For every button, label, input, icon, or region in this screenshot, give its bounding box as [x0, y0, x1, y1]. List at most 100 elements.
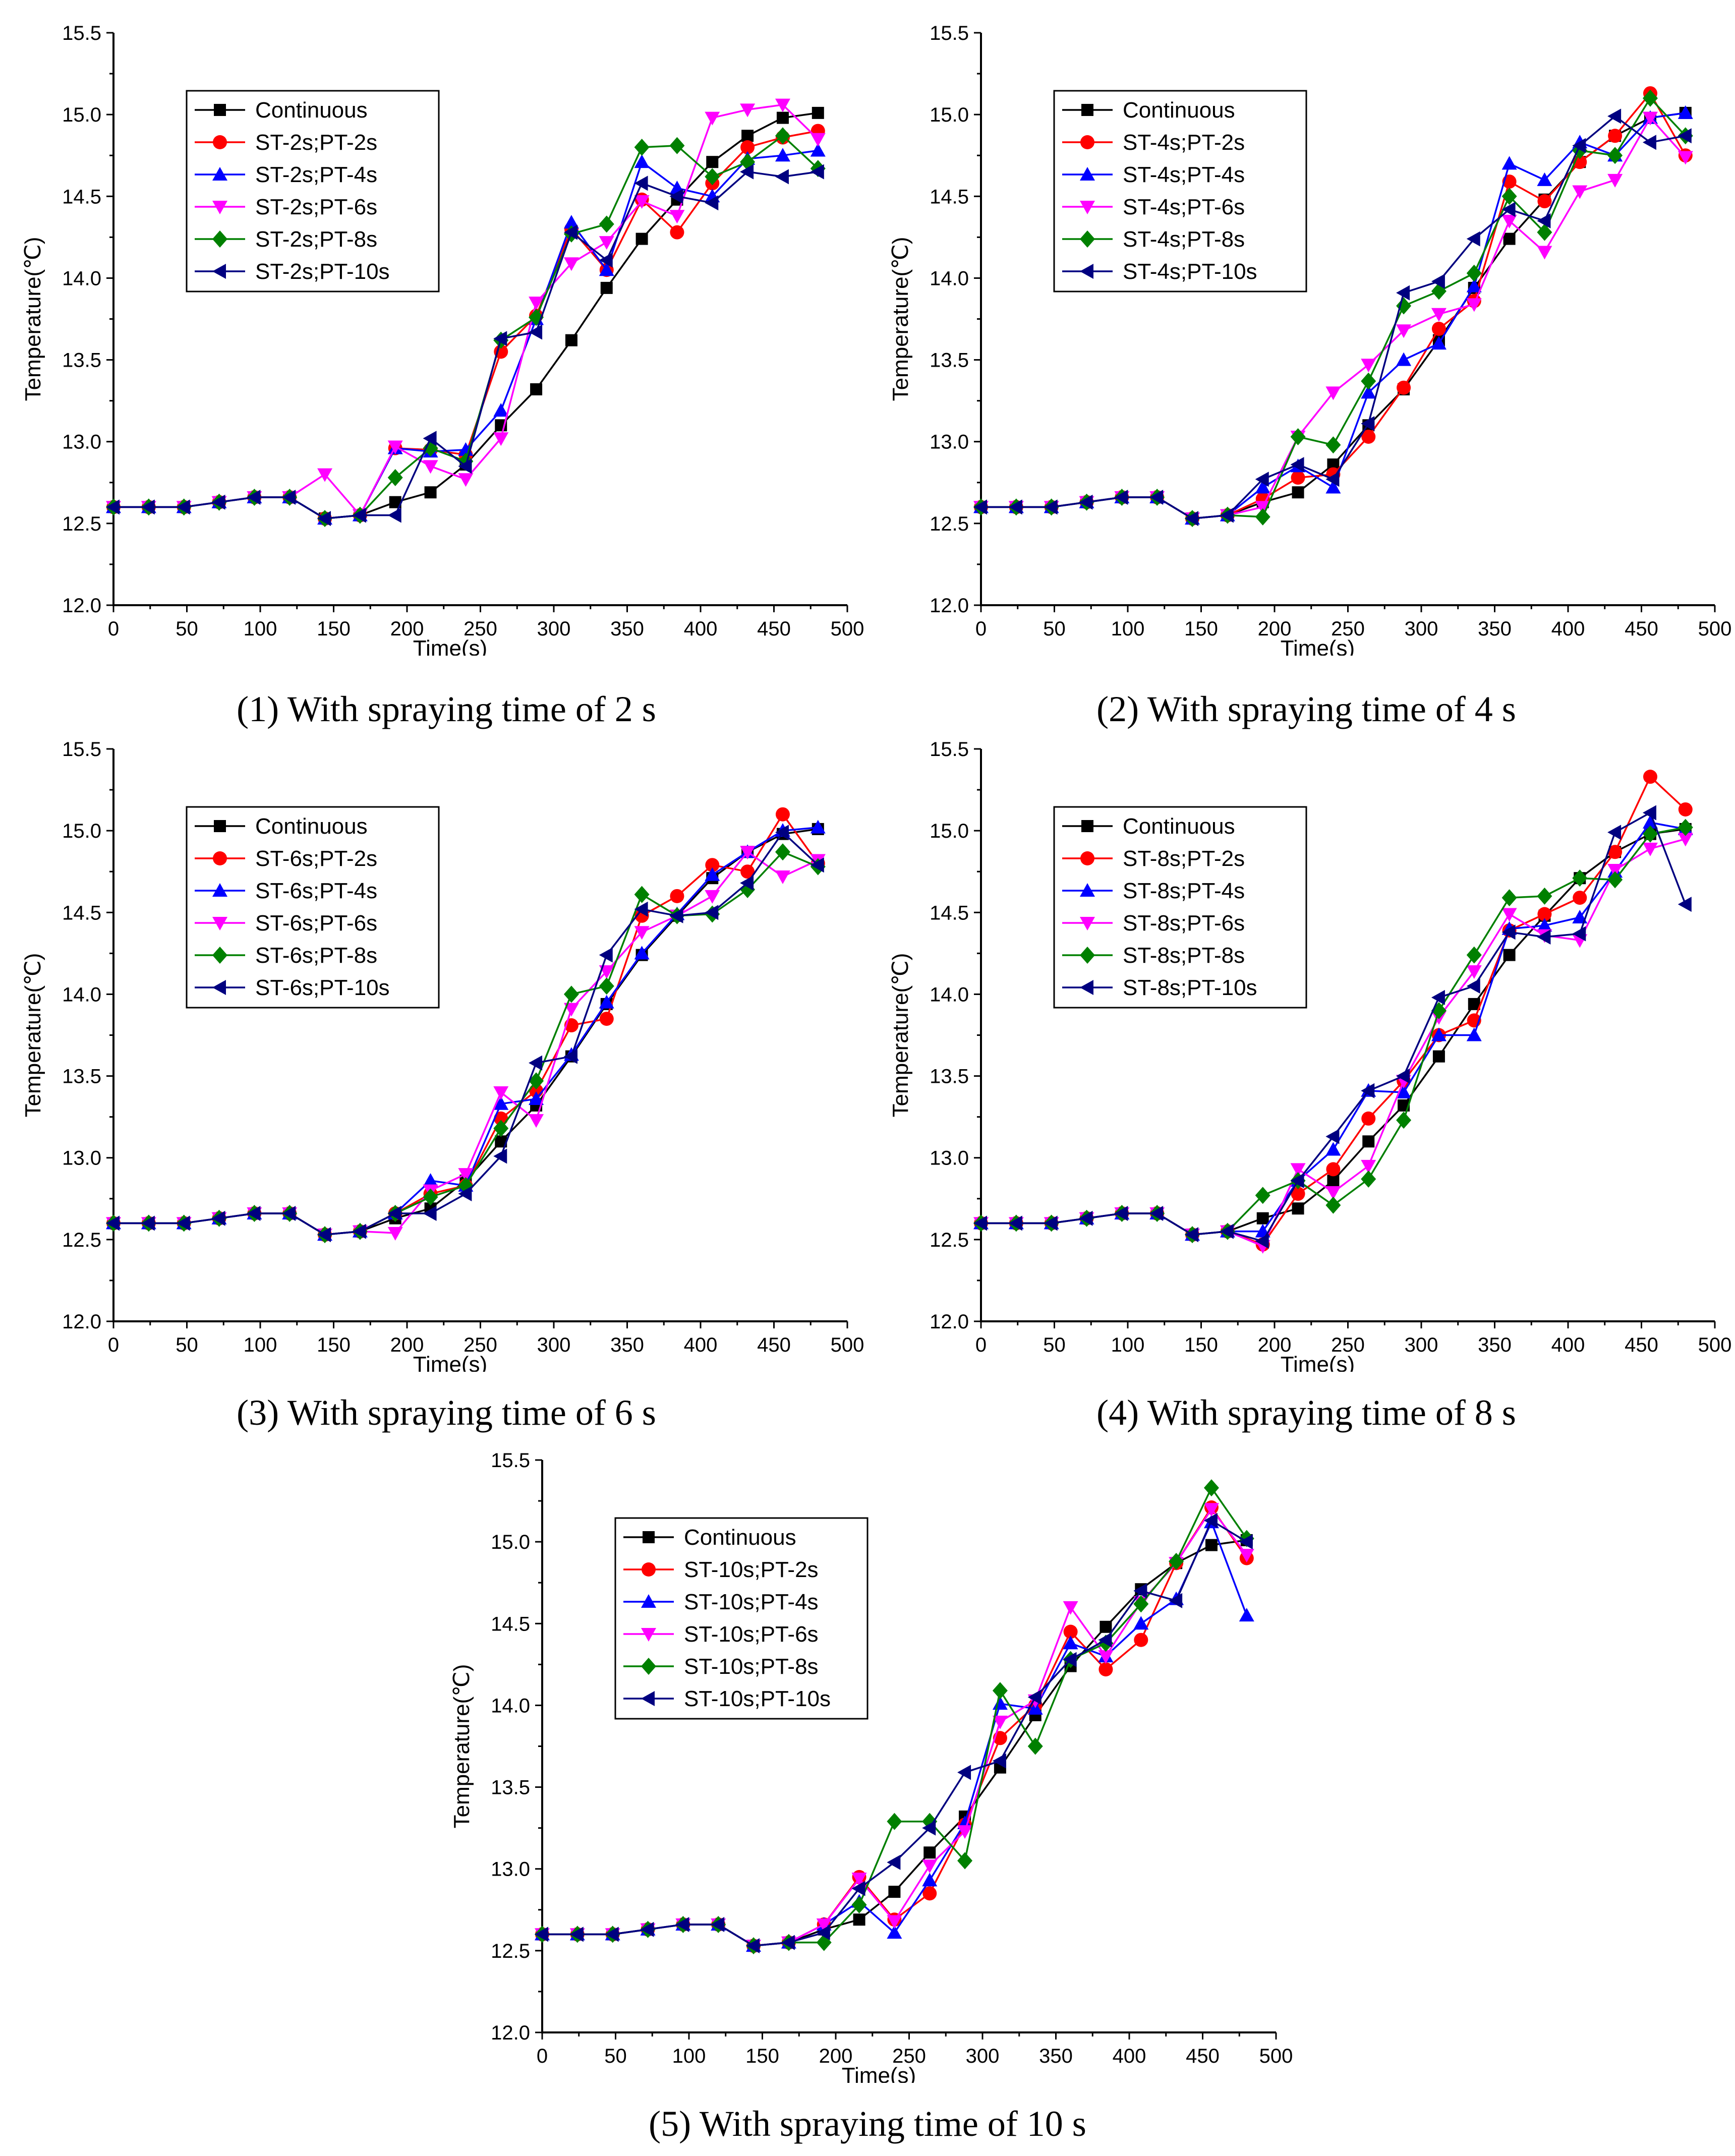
- legend-item: ST-10s;PT-10s: [623, 1686, 831, 1711]
- legend-item: ST-2s;PT-10s: [195, 259, 390, 284]
- data-point: [1185, 511, 1199, 527]
- data-point: [816, 1918, 832, 1932]
- data-point: [141, 499, 155, 515]
- legend-marker: [1081, 820, 1093, 832]
- data-point: [1063, 1601, 1078, 1615]
- data-point: [1220, 507, 1234, 523]
- data-point: [1290, 1163, 1306, 1177]
- data-point: [1643, 770, 1657, 784]
- data-point: [423, 460, 438, 474]
- legend-marker: [1080, 917, 1095, 930]
- data-point: [1255, 501, 1270, 515]
- legend-label: Continuous: [684, 1525, 796, 1550]
- data-point: [1361, 1111, 1376, 1126]
- data-point: [669, 210, 685, 224]
- x-tick-label: 400: [1551, 1334, 1585, 1356]
- y-tick-label: 14.0: [930, 267, 969, 289]
- legend-item: ST-10s;PT-6s: [623, 1622, 819, 1647]
- data-point: [423, 1173, 438, 1187]
- x-tick-label: 100: [672, 2045, 706, 2067]
- x-tick-label: 150: [317, 1334, 351, 1356]
- data-point: [740, 875, 754, 891]
- data-point: [1292, 1202, 1304, 1215]
- y-axis-label: Temperature(℃): [888, 237, 913, 401]
- data-point: [705, 858, 720, 872]
- x-tick-label: 200: [390, 1334, 424, 1356]
- data-point: [740, 140, 755, 154]
- data-point: [1537, 246, 1552, 260]
- data-point: [1361, 429, 1376, 444]
- data-point: [992, 1682, 1008, 1700]
- data-point: [775, 807, 790, 822]
- data-point: [1466, 298, 1482, 312]
- data-point: [1573, 891, 1587, 905]
- data-point: [851, 1896, 867, 1914]
- data-point: [176, 1215, 190, 1231]
- x-tick-label: 250: [464, 618, 497, 640]
- data-point: [529, 1072, 544, 1090]
- data-point: [670, 889, 684, 903]
- data-point: [493, 1096, 509, 1110]
- legend-marker: [641, 1628, 656, 1642]
- legend-item: ST-4s;PT-8s: [1062, 227, 1245, 252]
- data-point: [1466, 978, 1480, 994]
- data-point: [1537, 929, 1551, 945]
- y-tick-label: 15.5: [491, 1449, 530, 1472]
- legend-item: ST-6s;PT-2s: [195, 846, 377, 871]
- data-point: [746, 1938, 760, 1954]
- data-point: [1501, 156, 1517, 170]
- data-point: [493, 403, 509, 417]
- legend-item: ST-2s;PT-2s: [195, 130, 377, 155]
- data-point: [1361, 359, 1376, 373]
- caption-5: (5) With spraying time of 10 s: [649, 2104, 1086, 2144]
- x-tick-label: 250: [892, 2045, 926, 2067]
- data-point: [705, 867, 720, 881]
- data-point: [1607, 871, 1623, 889]
- data-point: [387, 507, 401, 523]
- data-point: [1027, 1689, 1042, 1705]
- data-point: [669, 137, 685, 154]
- legend-label: ST-4s;PT-2s: [1123, 130, 1245, 155]
- data-point: [705, 905, 719, 920]
- legend-label: ST-10s;PT-10s: [684, 1686, 831, 1711]
- data-point: [1678, 128, 1692, 144]
- data-point: [1133, 1595, 1149, 1613]
- legend-marker: [1080, 167, 1095, 181]
- data-point: [1537, 213, 1551, 228]
- legend: Continuous ST-10s;PT-2s ST-10s;PT-4s ST-10s…: [614, 1517, 869, 1720]
- data-point: [529, 1091, 544, 1105]
- caption-2: (2) With spraying time of 4 s: [1096, 689, 1516, 729]
- data-point: [669, 189, 683, 204]
- legend-marker: [641, 1691, 655, 1706]
- data-point: [317, 511, 331, 527]
- data-point: [211, 494, 225, 510]
- data-point: [1642, 89, 1658, 107]
- legend-marker: [1080, 230, 1095, 248]
- legend-marker: [641, 1658, 656, 1675]
- y-tick-label: 15.0: [930, 104, 969, 126]
- data-point: [740, 103, 756, 118]
- data-point: [922, 1886, 937, 1901]
- legend-marker: [642, 1562, 656, 1577]
- data-point: [1255, 480, 1270, 494]
- legend-marker: [1080, 883, 1095, 897]
- data-point: [1537, 887, 1552, 905]
- data-point: [1027, 1737, 1043, 1755]
- legend-item: ST-8s;PT-2s: [1062, 846, 1245, 871]
- data-point: [1501, 202, 1516, 217]
- data-point: [706, 156, 719, 168]
- y-tick-label: 15.5: [62, 22, 101, 44]
- legend-label: ST-10s;PT-6s: [684, 1622, 819, 1647]
- y-tick-label: 12.5: [930, 513, 969, 535]
- data-point: [851, 1881, 865, 1896]
- series-pt10: [106, 825, 824, 1243]
- data-point: [1203, 1503, 1219, 1517]
- data-point: [1608, 129, 1623, 143]
- legend-marker: [1081, 104, 1093, 116]
- series-pt10: [535, 1512, 1253, 1954]
- data-point: [1325, 1142, 1341, 1156]
- legend-marker: [1080, 264, 1093, 279]
- data-point: [1063, 1624, 1078, 1639]
- data-point: [1466, 1027, 1482, 1041]
- data-point: [634, 946, 650, 960]
